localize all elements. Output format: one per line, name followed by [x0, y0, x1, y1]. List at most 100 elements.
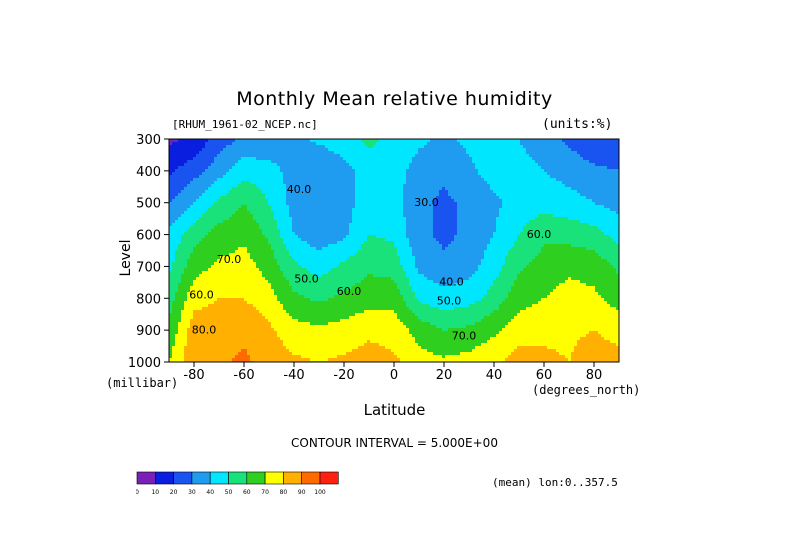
heatmap-cell: [265, 148, 269, 152]
heatmap-cell: [544, 205, 548, 209]
heatmap-cell: [481, 229, 485, 233]
heatmap-cell: [424, 181, 428, 185]
heatmap-cell: [364, 232, 368, 236]
heatmap-cell: [241, 163, 245, 167]
heatmap-cell: [574, 187, 578, 191]
heatmap-cell: [556, 226, 560, 230]
heatmap-cell: [580, 229, 584, 233]
heatmap-cell: [586, 229, 590, 233]
heatmap-cell: [604, 208, 608, 212]
heatmap-cell: [313, 208, 317, 212]
heatmap-cell: [571, 160, 575, 164]
heatmap-cell: [571, 193, 575, 197]
heatmap-cell: [196, 148, 200, 152]
heatmap-cell: [445, 205, 449, 209]
heatmap-cell: [184, 145, 188, 149]
heatmap-cell: [406, 160, 410, 164]
heatmap-cell: [466, 208, 470, 212]
heatmap-cell: [439, 148, 443, 152]
heatmap-cell: [412, 184, 416, 188]
heatmap-cell: [532, 142, 536, 146]
heatmap-cell: [469, 145, 473, 149]
heatmap-cell: [253, 205, 257, 209]
heatmap-cell: [400, 214, 404, 218]
heatmap-cell: [367, 151, 371, 155]
heatmap-cell: [394, 214, 398, 218]
heatmap-cell: [250, 181, 254, 185]
heatmap-cell: [202, 220, 206, 224]
heatmap-cell: [502, 151, 506, 155]
heatmap-cell: [316, 187, 320, 191]
heatmap-cell: [445, 208, 449, 212]
heatmap-cell: [577, 166, 581, 170]
heatmap-cell: [418, 232, 422, 236]
heatmap-cell: [442, 184, 446, 188]
heatmap-cell: [568, 145, 572, 149]
heatmap-cell: [292, 157, 296, 161]
heatmap-cell: [358, 142, 362, 146]
heatmap-cell: [565, 199, 569, 203]
heatmap-cell: [229, 163, 233, 167]
heatmap-cell: [553, 214, 557, 218]
heatmap-cell: [502, 229, 506, 233]
heatmap-cell: [499, 178, 503, 182]
heatmap-cell: [412, 175, 416, 179]
heatmap-cell: [616, 196, 620, 200]
heatmap-cell: [370, 154, 374, 158]
heatmap-cell: [373, 229, 377, 233]
heatmap-cell: [208, 163, 212, 167]
heatmap-cell: [436, 217, 440, 221]
heatmap-cell: [226, 151, 230, 155]
heatmap-cell: [415, 226, 419, 230]
heatmap-cell: [244, 181, 248, 185]
heatmap-cell: [214, 184, 218, 188]
heatmap-cell: [268, 208, 272, 212]
heatmap-cell: [490, 190, 494, 194]
heatmap-cell: [298, 151, 302, 155]
heatmap-cell: [319, 196, 323, 200]
heatmap-cell: [235, 238, 239, 242]
heatmap-cell: [286, 223, 290, 227]
heatmap-cell: [520, 211, 524, 215]
heatmap-cell: [211, 199, 215, 203]
heatmap-cell: [442, 178, 446, 182]
heatmap-cell: [244, 238, 248, 242]
heatmap-cell: [256, 151, 260, 155]
heatmap-cell: [316, 142, 320, 146]
heatmap-cell: [469, 223, 473, 227]
heatmap-cell: [415, 220, 419, 224]
heatmap-cell: [526, 211, 530, 215]
heatmap-cell: [322, 226, 326, 230]
heatmap-cell: [613, 148, 617, 152]
heatmap-cell: [439, 154, 443, 158]
heatmap-cell: [199, 139, 203, 143]
heatmap-cell: [298, 217, 302, 221]
heatmap-cell: [223, 169, 227, 173]
heatmap-cell: [379, 175, 383, 179]
heatmap-cell: [358, 232, 362, 236]
heatmap-cell: [331, 220, 335, 224]
heatmap-cell: [433, 226, 437, 230]
heatmap-cell: [436, 208, 440, 212]
heatmap-cell: [535, 202, 539, 206]
heatmap-cell: [307, 184, 311, 188]
heatmap-cell: [184, 166, 188, 170]
heatmap-cell: [577, 151, 581, 155]
heatmap-cell: [268, 184, 272, 188]
heatmap-cell: [331, 202, 335, 206]
heatmap-cell: [532, 145, 536, 149]
heatmap-cell: [397, 181, 401, 185]
heatmap-cell: [241, 166, 245, 170]
heatmap-cell: [550, 220, 554, 224]
heatmap-cell: [385, 169, 389, 173]
heatmap-cell: [238, 232, 242, 236]
heatmap-cell: [616, 166, 620, 170]
heatmap-cell: [319, 172, 323, 176]
heatmap-cell: [256, 184, 260, 188]
heatmap-cell: [172, 214, 176, 218]
heatmap-cell: [388, 139, 392, 143]
heatmap-cell: [508, 205, 512, 209]
heatmap-cell: [487, 184, 491, 188]
heatmap-cell: [277, 163, 281, 167]
heatmap-cell: [211, 202, 215, 206]
